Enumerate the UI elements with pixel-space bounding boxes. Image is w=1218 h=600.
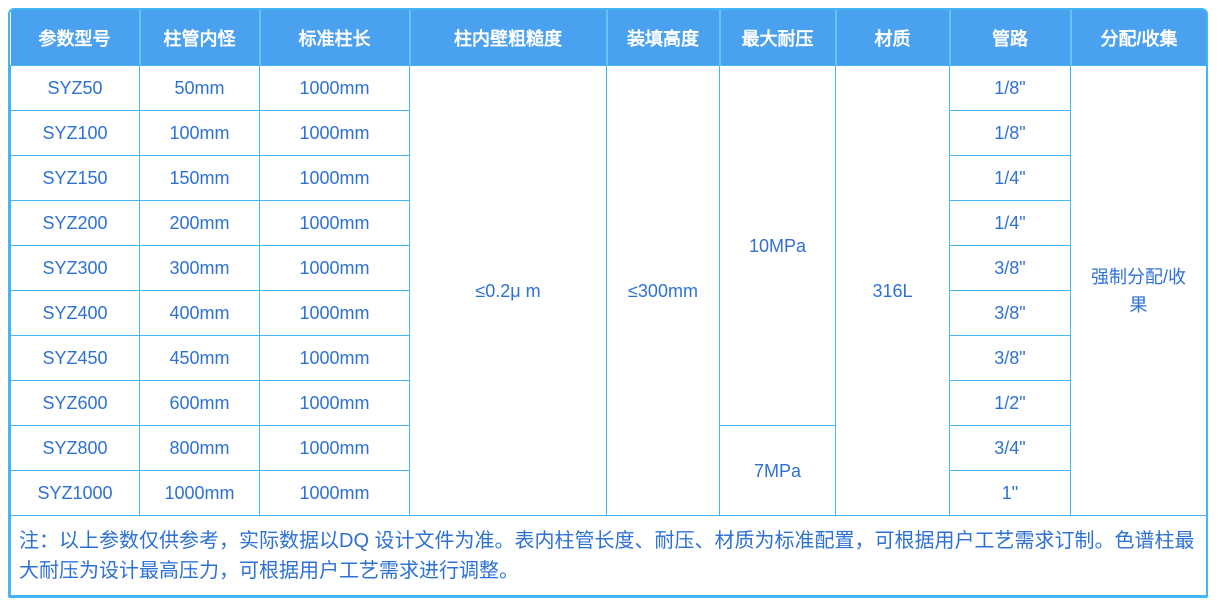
cell-pipe: 3/4" xyxy=(949,425,1071,471)
table-row: SYZ200 200mm 1000mm 1/4" xyxy=(10,200,1207,246)
cell-distribution: 强制分配/收果 xyxy=(1070,65,1206,516)
table-row: SYZ400 400mm 1000mm 3/8" xyxy=(10,290,1207,336)
cell-length: 1000mm xyxy=(259,110,410,156)
col-header-max-pressure: 最大耐压 xyxy=(718,10,836,66)
cell-inner-diameter: 300mm xyxy=(139,245,260,291)
spec-table-container: 参数型号 柱管内怪 标准柱长 柱内壁粗糙度 装填高度 最大耐压 材质 管路 分配… xyxy=(8,8,1208,598)
table-row: SYZ1000 1000mm 1000mm 1" xyxy=(10,470,1207,516)
col-header-length: 标准柱长 xyxy=(258,10,410,66)
cell-model: SYZ50 xyxy=(10,65,140,111)
table-note-row: 注：以上参数仅供参考，实际数据以DQ 设计文件为准。表内柱管长度、耐压、材质为标… xyxy=(10,515,1206,596)
col-header-pipe: 管路 xyxy=(948,10,1071,66)
cell-model: SYZ300 xyxy=(10,245,140,291)
cell-model: SYZ200 xyxy=(10,200,140,246)
cell-pipe: 1/2" xyxy=(949,380,1071,426)
cell-inner-diameter: 400mm xyxy=(139,290,260,336)
cell-inner-diameter: 1000mm xyxy=(139,470,260,516)
cell-model: SYZ1000 xyxy=(10,470,140,516)
cell-pipe: 3/8" xyxy=(949,245,1071,291)
table-row: SYZ300 300mm 1000mm 3/8" xyxy=(10,245,1207,291)
table-row: SYZ50 50mm 1000mm ≤0.2μ m ≤300mm 10MPa 3… xyxy=(10,65,1206,516)
cell-pipe: 1/4" xyxy=(949,155,1071,201)
cell-pipe: 1/8" xyxy=(949,65,1071,111)
cell-length: 1000mm xyxy=(259,65,410,111)
cell-length: 1000mm xyxy=(259,245,410,291)
cell-pressure-10mpa: 10MPa xyxy=(719,65,836,426)
cell-pipe: 3/8" xyxy=(949,335,1071,381)
cell-length: 1000mm xyxy=(259,155,410,201)
cell-material: 316L xyxy=(835,65,950,516)
spec-table: 参数型号 柱管内怪 标准柱长 柱内壁粗糙度 装填高度 最大耐压 材质 管路 分配… xyxy=(10,10,1207,596)
cell-inner-diameter: 600mm xyxy=(139,380,260,426)
cell-model: SYZ450 xyxy=(10,335,140,381)
table-header-row: 参数型号 柱管内怪 标准柱长 柱内壁粗糙度 装填高度 最大耐压 材质 管路 分配… xyxy=(10,10,1206,66)
cell-inner-diameter: 800mm xyxy=(139,425,260,471)
cell-inner-diameter: 200mm xyxy=(139,200,260,246)
table-row: SYZ100 100mm 1000mm 1/8" xyxy=(10,110,1207,156)
cell-inner-diameter: 450mm xyxy=(139,335,260,381)
col-header-roughness: 柱内壁粗糙度 xyxy=(408,10,607,66)
col-header-distribution: 分配/收集 xyxy=(1069,10,1206,66)
cell-pressure-7mpa: 7MPa xyxy=(719,425,836,516)
table-row: SYZ450 450mm 1000mm 3/8" xyxy=(10,335,1207,381)
cell-length: 1000mm xyxy=(259,470,410,516)
table-row: SYZ800 800mm 1000mm 7MPa 3/4" xyxy=(10,425,1207,516)
cell-pipe: 1/4" xyxy=(949,200,1071,246)
cell-length: 1000mm xyxy=(259,335,410,381)
cell-model: SYZ400 xyxy=(10,290,140,336)
cell-length: 1000mm xyxy=(259,425,410,471)
cell-inner-diameter: 100mm xyxy=(139,110,260,156)
table-row: SYZ150 150mm 1000mm 1/4" xyxy=(10,155,1207,201)
col-header-model: 参数型号 xyxy=(10,10,140,66)
table-row: SYZ600 600mm 1000mm 1/2" xyxy=(10,380,1207,426)
cell-pipe: 1/8" xyxy=(949,110,1071,156)
cell-inner-diameter: 50mm xyxy=(139,65,260,111)
cell-length: 1000mm xyxy=(259,200,410,246)
cell-roughness: ≤0.2μ m xyxy=(409,65,607,516)
cell-length: 1000mm xyxy=(259,380,410,426)
col-header-inner-diameter: 柱管内怪 xyxy=(138,10,260,66)
cell-pipe: 3/8" xyxy=(949,290,1071,336)
col-header-packing-height: 装填高度 xyxy=(605,10,720,66)
note-text: 注：以上参数仅供参考，实际数据以DQ 设计文件为准。表内柱管长度、耐压、材质为标… xyxy=(10,515,1206,596)
cell-model: SYZ150 xyxy=(10,155,140,201)
col-header-material: 材质 xyxy=(834,10,950,66)
cell-model: SYZ800 xyxy=(10,425,140,471)
cell-pipe: 1" xyxy=(949,470,1071,516)
cell-inner-diameter: 150mm xyxy=(139,155,260,201)
cell-length: 1000mm xyxy=(259,290,410,336)
cell-model: SYZ100 xyxy=(10,110,140,156)
cell-packing-height: ≤300mm xyxy=(606,65,720,516)
cell-model: SYZ600 xyxy=(10,380,140,426)
